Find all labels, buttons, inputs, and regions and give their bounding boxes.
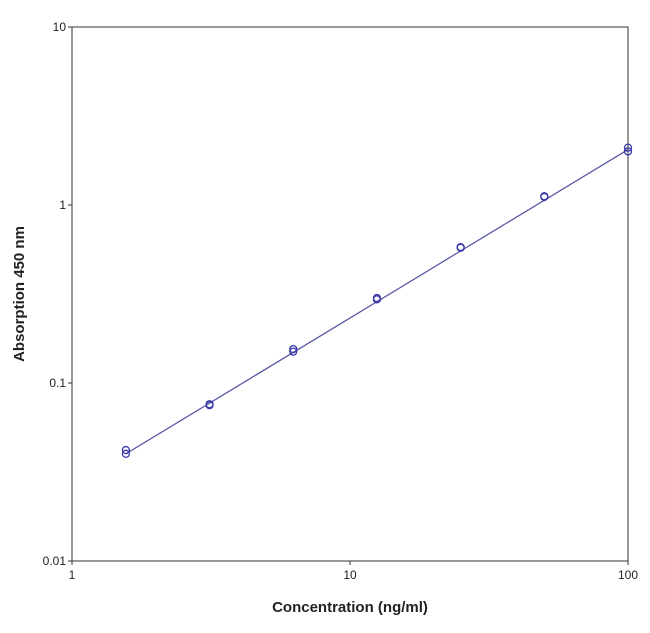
x-tick-label: 1	[69, 568, 76, 582]
y-tick-label: 1	[59, 198, 66, 212]
data-point	[121, 445, 131, 455]
data-point	[121, 449, 131, 458]
data-point	[372, 295, 382, 304]
plot-frame	[71, 26, 629, 562]
data-point	[289, 344, 298, 354]
data-point	[623, 143, 633, 152]
data-point	[623, 147, 633, 156]
x-tick-label: 10	[343, 568, 357, 582]
data-point	[205, 401, 214, 410]
y-tick-label: 0.01	[43, 554, 67, 568]
data-point	[456, 243, 465, 252]
x-tick-label: 100	[618, 568, 638, 582]
y-tick-label: 0.1	[49, 376, 66, 390]
x-axis-label: Concentration (ng/ml)	[272, 599, 428, 616]
y-tick-label: 10	[53, 20, 67, 34]
data-point	[289, 347, 298, 356]
y-axis-label: Absorption 450 nm	[11, 226, 28, 362]
data-point	[540, 192, 549, 202]
